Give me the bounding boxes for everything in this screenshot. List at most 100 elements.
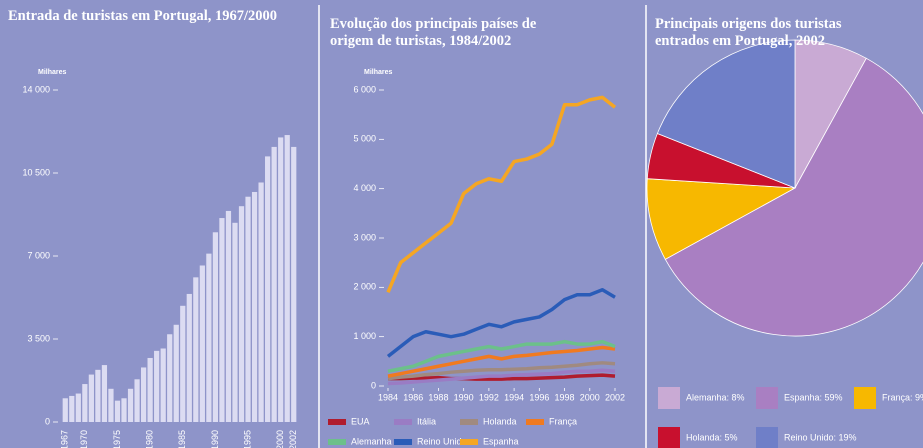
- x-tick-label: 1988: [428, 392, 448, 402]
- bar: [278, 137, 284, 422]
- bar: [199, 265, 205, 422]
- y-tick-label: 7 000: [27, 250, 50, 260]
- legend-label: Itália: [417, 416, 436, 426]
- x-tick-label: 2002: [288, 430, 298, 448]
- x-tick-label: 1990: [454, 392, 474, 402]
- legend-swatch: [460, 419, 478, 425]
- y-tick-label: 0: [45, 416, 50, 426]
- x-tick-label: 1990: [210, 430, 220, 448]
- bar: [238, 206, 245, 422]
- legend-label: França: 9%: [882, 392, 923, 402]
- y-tick-label: 0: [371, 380, 376, 390]
- chart-title: Evolução dos principais países de origem…: [330, 16, 537, 49]
- line-series: [386, 288, 616, 358]
- bar: [69, 395, 75, 422]
- bar: [186, 293, 192, 422]
- bar: [219, 218, 225, 422]
- bar: [95, 369, 101, 422]
- line-series: [387, 345, 616, 378]
- legend-swatch: [328, 419, 346, 425]
- bar: [75, 393, 81, 422]
- bar: [101, 365, 108, 422]
- bar: [154, 350, 160, 422]
- bar: [180, 305, 186, 422]
- bar: [245, 196, 251, 422]
- legend-label: Reino Unido: 19%: [784, 432, 857, 442]
- legend-swatch: [658, 427, 680, 448]
- y-tick-label: 3 500: [27, 333, 50, 343]
- bar: [134, 379, 140, 422]
- bar: [271, 146, 277, 422]
- legend-swatch: [756, 427, 778, 448]
- bar: [284, 135, 290, 423]
- y-tick-label: 14 000: [22, 84, 50, 94]
- legend-label: Alemanha: 8%: [686, 392, 745, 402]
- bar: [265, 156, 271, 422]
- bar: [82, 384, 88, 422]
- bar: [258, 182, 264, 422]
- bar: [62, 398, 68, 422]
- bar: [167, 334, 173, 422]
- y-tick-label: 1 000: [353, 331, 376, 341]
- pie-slice: [646, 178, 797, 260]
- bar: [121, 398, 127, 422]
- legend-label: Holanda: [483, 416, 517, 426]
- line-series: [387, 361, 616, 381]
- bar: [232, 222, 238, 422]
- legend-label: Alemanha: [351, 436, 392, 446]
- legend-label: Holanda: 5%: [686, 432, 738, 442]
- y-tick-label: 10 500: [22, 167, 50, 177]
- bar: [160, 348, 166, 422]
- legend-label: EUA: [351, 416, 370, 426]
- x-tick-label: 1980: [145, 430, 155, 448]
- legend-label: Espanha: [483, 436, 519, 446]
- bar: [114, 400, 121, 422]
- pie-slice: [664, 57, 923, 337]
- x-tick-label: 1984: [378, 392, 398, 402]
- line-series: [386, 95, 617, 293]
- bar: [206, 253, 212, 422]
- line-series: [388, 373, 616, 381]
- x-tick-label: 1986: [403, 392, 423, 402]
- bar: [88, 374, 94, 422]
- y-tick-label: 3 000: [353, 232, 376, 242]
- y-tick-label: 2 000: [353, 282, 376, 292]
- line-series: [387, 339, 616, 373]
- y-tick-label: 4 000: [353, 183, 376, 193]
- legend-swatch: [460, 439, 478, 445]
- x-tick-label: 1985: [177, 430, 187, 448]
- y-tick-label: 5 000: [353, 134, 376, 144]
- y-tick-label: 6 000: [353, 84, 376, 94]
- x-tick-label: 1995: [242, 430, 252, 448]
- bar: [127, 388, 134, 422]
- bar: [140, 367, 147, 422]
- bar: [193, 277, 199, 422]
- y-axis-label: Milhares: [364, 69, 393, 76]
- x-tick-label: 1975: [112, 430, 122, 448]
- legend-label: França: [549, 416, 577, 426]
- bar: [108, 388, 114, 422]
- pie-slice: [656, 39, 796, 189]
- bar: [212, 232, 219, 422]
- x-tick-label: 2000: [580, 392, 600, 402]
- x-tick-label: 1998: [555, 392, 575, 402]
- x-tick-label: 1994: [504, 392, 524, 402]
- legend-swatch: [756, 387, 778, 409]
- x-tick-label: 1970: [79, 430, 89, 448]
- line-series: [387, 368, 616, 386]
- bar: [291, 146, 297, 422]
- x-tick-label: 2002: [605, 392, 625, 402]
- legend-label: Reino Unido: [417, 436, 467, 446]
- x-tick-label: 2000: [275, 430, 285, 448]
- x-tick-label: 1967: [60, 430, 70, 448]
- bar: [147, 357, 153, 422]
- legend-swatch: [328, 439, 346, 445]
- chart-title: Entrada de turistas em Portugal, 1967/20…: [8, 8, 278, 24]
- legend-swatch: [394, 419, 412, 425]
- legend-swatch: [394, 439, 412, 445]
- chart-title: Principais origens dos turistas entrados…: [655, 16, 842, 49]
- x-tick-label: 1992: [479, 392, 499, 402]
- bar: [251, 191, 258, 422]
